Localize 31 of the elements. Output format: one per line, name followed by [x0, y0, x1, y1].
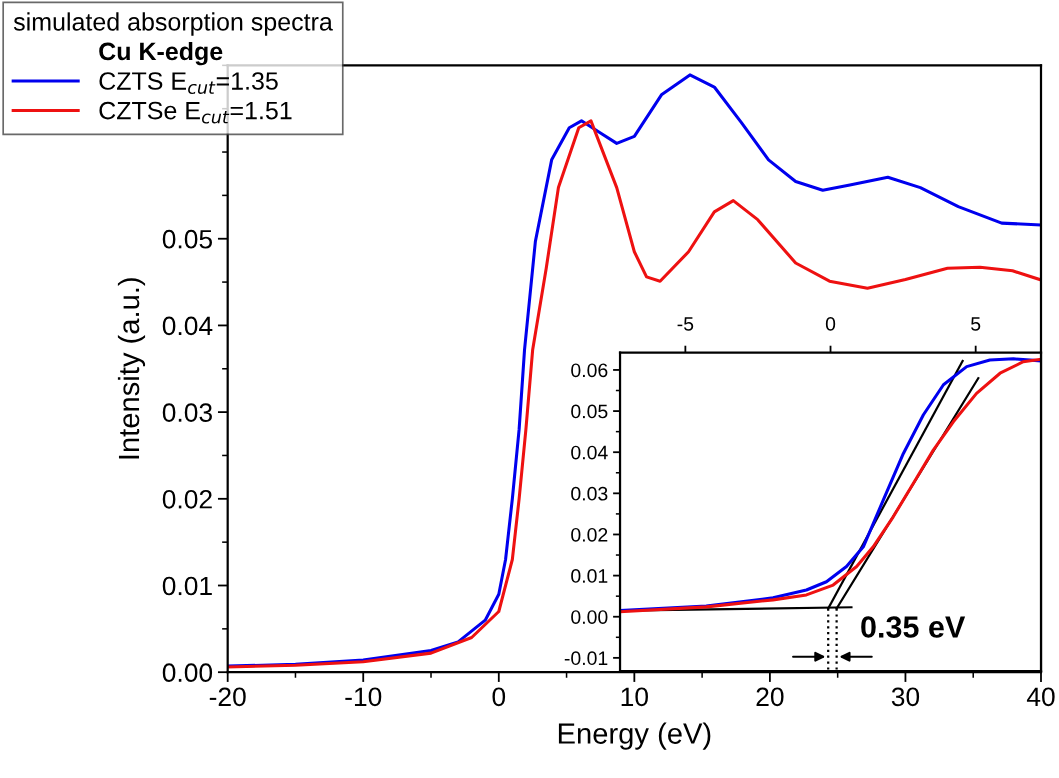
x-tick-label: -5: [677, 317, 694, 331]
x-tick-label: -10: [345, 687, 382, 707]
x-tick-label: 20: [756, 687, 784, 707]
annotation: 0.35 eV: [861, 616, 966, 638]
y-tick-label: 0.02: [162, 489, 212, 509]
y-tick-label: 0.01: [162, 576, 212, 596]
y-tick-label: 0.04: [162, 316, 213, 336]
legend-label: CZTSe E$_{cut}$=1.51: [99, 101, 292, 124]
y-tick-label: 0.06: [571, 363, 608, 378]
y-tick-label: 0.03: [162, 403, 212, 422]
chart-subtitle: Cu K-edge: [99, 41, 223, 66]
x-tick-label: 40: [1026, 687, 1055, 707]
y-tick-label: 0.01: [571, 569, 608, 583]
y-tick-label: 0.05: [571, 404, 608, 419]
x-tick-label: 0: [492, 687, 506, 707]
x-tick-label: 10: [621, 687, 648, 707]
legend-label: CZTS E$_{cut}$=1.35: [99, 72, 278, 94]
x-axis-title: Energy (eV): [558, 722, 711, 750]
y-tick-label: 0.00: [571, 610, 608, 624]
x-tick-label: 30: [891, 687, 920, 707]
y-axis-title: Intensity (a.u.): [117, 278, 146, 459]
y-tick-label: 0.00: [162, 663, 213, 683]
legend-title: simulated absorption spectra: [13, 12, 333, 36]
y-tick-label: -0.01: [564, 651, 608, 666]
x-tick-label: 0: [825, 317, 836, 331]
x-tick-label: -20: [209, 687, 246, 707]
y-tick-label: 0.02: [571, 527, 608, 542]
x-tick-label: 5: [971, 317, 981, 331]
y-tick-label: 0.04: [571, 445, 608, 460]
y-tick-label: 0.05: [162, 229, 212, 249]
y-tick-label: 0.03: [571, 486, 608, 501]
